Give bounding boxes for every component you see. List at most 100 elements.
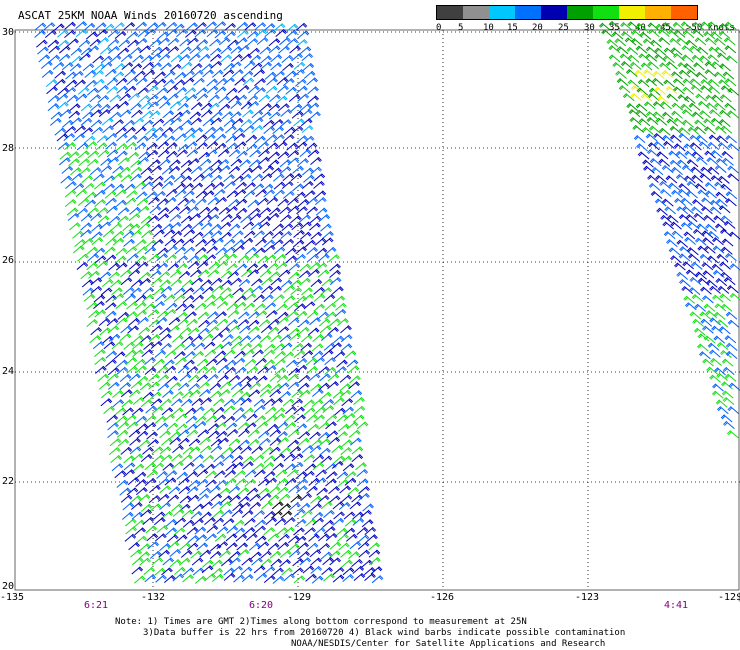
- wind-barb: [257, 197, 269, 206]
- wind-barb: [122, 502, 135, 511]
- wind-barb: [196, 374, 209, 383]
- wind-barb: [727, 87, 739, 96]
- wind-barb: [169, 548, 182, 557]
- wind-barb: [129, 437, 141, 446]
- wind-barb: [249, 501, 262, 510]
- wind-barb: [104, 254, 117, 263]
- wind-barb: [626, 103, 639, 112]
- wind-barb: [356, 526, 369, 536]
- wind-barb: [128, 223, 141, 232]
- wind-barb: [182, 238, 195, 247]
- wind-barb: [723, 37, 736, 46]
- wind-barb: [340, 439, 353, 448]
- wind-barb: [48, 45, 61, 54]
- wind-barb: [190, 62, 203, 72]
- wind-barb: [231, 388, 244, 398]
- wind-barb: [333, 455, 346, 464]
- wind-barb: [666, 238, 678, 248]
- wind-barb: [685, 269, 698, 278]
- wind-barb: [249, 493, 261, 502]
- wind-barb: [139, 382, 152, 391]
- wind-barb: [140, 166, 153, 175]
- wind-barb: [324, 311, 337, 320]
- wind-barb: [647, 61, 659, 70]
- wind-barb: [608, 45, 621, 54]
- wind-barb: [258, 156, 270, 165]
- wind-barb: [681, 45, 694, 54]
- wind-barb: [135, 535, 148, 544]
- wind-barb: [250, 342, 263, 352]
- wind-barb: [66, 94, 79, 103]
- wind-barb: [151, 405, 164, 415]
- wind-barb: [285, 359, 298, 368]
- wind-barb: [306, 77, 319, 86]
- wind-barb: [117, 47, 130, 56]
- wind-barb: [679, 246, 691, 255]
- wind-barb: [153, 229, 165, 238]
- wind-barb: [683, 295, 696, 304]
- wind-barb: [279, 503, 292, 512]
- wind-barb: [311, 575, 324, 584]
- wind-barb: [119, 373, 132, 382]
- wind-barb: [635, 103, 648, 112]
- wind-barb: [159, 485, 171, 494]
- wind-barb: [677, 159, 689, 168]
- wind-barb: [167, 262, 180, 272]
- wind-barb: [95, 142, 108, 151]
- wind-barb: [57, 101, 69, 110]
- wind-barb: [652, 70, 665, 79]
- wind-barb: [190, 269, 202, 278]
- wind-barb: [97, 37, 109, 46]
- wind-barb: [232, 407, 245, 416]
- wind-barb: [72, 183, 85, 192]
- wind-barb: [285, 86, 297, 95]
- wind-barb: [277, 316, 289, 325]
- wind-barb: [115, 415, 128, 424]
- wind-barb: [116, 366, 129, 375]
- wind-barb: [302, 62, 315, 71]
- wind-barb: [186, 429, 199, 438]
- wind-barb: [205, 358, 218, 367]
- wind-barb: [640, 93, 653, 102]
- wind-barb: [84, 191, 97, 200]
- wind-barb: [218, 103, 231, 112]
- wind-barb: [198, 319, 210, 328]
- wind-barb: [293, 527, 305, 536]
- wind-barb: [254, 78, 266, 87]
- wind-barb: [318, 542, 331, 552]
- wind-barb: [111, 463, 124, 472]
- wind-barb: [334, 308, 347, 317]
- wind-barb: [220, 270, 233, 279]
- wind-barb: [284, 70, 297, 79]
- wind-barb: [249, 159, 261, 168]
- wind-barb: [683, 143, 696, 152]
- wind-barb: [288, 271, 301, 280]
- wind-barb: [293, 118, 305, 127]
- lat-label: 28: [2, 143, 15, 154]
- wind-barb: [146, 149, 159, 159]
- wind-barb: [230, 445, 243, 454]
- wind-barb: [97, 149, 110, 158]
- wind-barb: [167, 45, 180, 55]
- wind-barb: [136, 87, 149, 96]
- wind-barb: [278, 45, 290, 54]
- wind-barb: [309, 215, 322, 224]
- wind-barb: [75, 21, 87, 30]
- wind-barb: [723, 277, 736, 286]
- wind-barb: [126, 31, 139, 40]
- wind-barb: [70, 167, 82, 176]
- wind-barb: [315, 469, 328, 478]
- wind-barb: [342, 463, 355, 472]
- wind-barb: [310, 231, 323, 240]
- wind-barb: [288, 484, 300, 494]
- wind-barb: [194, 246, 207, 256]
- wind-barb: [307, 95, 319, 104]
- wind-barb: [273, 453, 286, 462]
- wind-barb: [693, 62, 705, 71]
- wind-barb: [263, 244, 276, 253]
- wind-barb: [291, 125, 304, 134]
- wind-barb: [307, 253, 320, 262]
- wind-barb: [240, 118, 253, 128]
- wind-barb: [278, 533, 290, 542]
- wind-barb: [124, 414, 137, 423]
